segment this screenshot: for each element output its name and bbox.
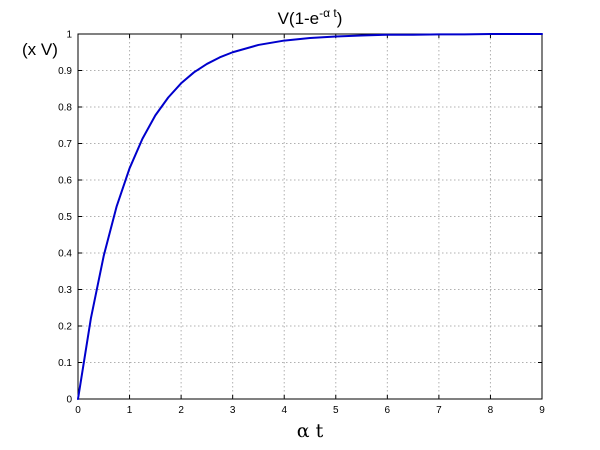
- y-tick-label: 0: [66, 395, 72, 406]
- x-tick-label: 1: [127, 405, 133, 416]
- y-tick-label: 0.1: [58, 358, 72, 369]
- x-tick-label: 7: [436, 405, 442, 416]
- y-tick-label: 0.5: [58, 212, 72, 223]
- grid: [78, 34, 542, 399]
- x-tick-label: 9: [539, 405, 545, 416]
- y-tick-label: 0.9: [58, 66, 72, 77]
- y-tick-label: 0.7: [58, 139, 72, 150]
- x-tick-label: 6: [385, 405, 391, 416]
- x-tick-label: 3: [230, 405, 236, 416]
- chart-title-close: ): [337, 9, 343, 28]
- x-tick-label: 4: [281, 405, 287, 416]
- series-layer: [77, 33, 543, 400]
- y-tick-labels: 0 0.1 0.2 0.3 0.4 0.5 0.6 0.7 0.8 0.9 1: [58, 30, 72, 406]
- y-tick-label: 0.3: [58, 285, 72, 296]
- y-tick-label: 0.8: [58, 103, 72, 114]
- chart-title-superscript: -α t: [319, 6, 337, 20]
- y-tick-label: 0.6: [58, 176, 72, 187]
- series-line: [77, 33, 543, 400]
- chart-title-main: V(1-e: [278, 9, 320, 28]
- x-tick-label: 0: [75, 405, 81, 416]
- x-tick-label: 8: [488, 405, 494, 416]
- y-tick-label: 0.2: [58, 322, 72, 333]
- y-tick-label: 0.4: [58, 249, 72, 260]
- x-axis-label: α t: [297, 420, 324, 442]
- y-tick-label: 1: [66, 30, 72, 41]
- chart-title: V(1-e-α t): [278, 6, 343, 28]
- x-tick-labels: 0 1 2 3 4 5 6 7 8 9: [75, 405, 545, 416]
- x-tick-label: 5: [333, 405, 339, 416]
- x-tick-label: 2: [178, 405, 184, 416]
- y-axis-label: (x V): [22, 40, 58, 59]
